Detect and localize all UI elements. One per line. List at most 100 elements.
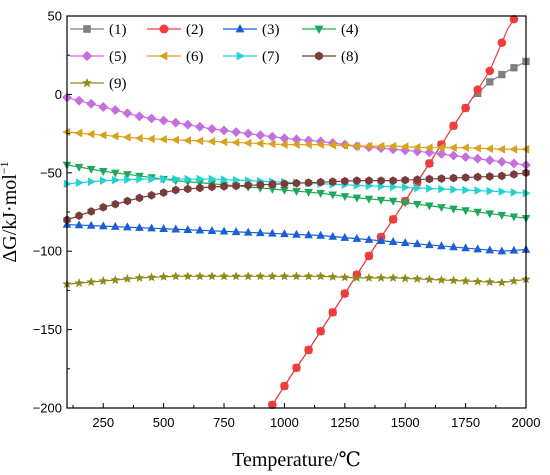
series-7-point xyxy=(75,178,84,188)
series-5-point xyxy=(243,128,254,139)
legend-marker xyxy=(315,51,323,61)
x-tick-label: 750 xyxy=(213,415,235,430)
legend-marker xyxy=(235,24,245,33)
series-6-point xyxy=(376,141,385,151)
series-2-point xyxy=(328,308,338,317)
series-3-point xyxy=(111,221,120,230)
series-7-point xyxy=(232,175,241,185)
series-7-point xyxy=(160,174,169,184)
series-4-point xyxy=(449,205,458,214)
series-2-point xyxy=(449,121,458,131)
series-9-point xyxy=(509,276,519,285)
series-7-point xyxy=(450,185,459,194)
series-8-point xyxy=(365,176,373,185)
series-9-point xyxy=(364,272,374,282)
series-7-point xyxy=(474,186,483,195)
series-4-point xyxy=(412,200,422,209)
y-tick-label: −50 xyxy=(40,165,62,180)
series-5-point xyxy=(231,127,242,137)
series-7-point xyxy=(486,186,495,196)
series-6-point xyxy=(352,141,361,151)
series-2-point xyxy=(425,159,434,168)
series-6-point xyxy=(497,144,506,154)
x-axis-title: Temperature/℃ xyxy=(232,449,361,471)
series-1-point xyxy=(498,70,506,79)
series-4-point xyxy=(364,195,374,204)
legend-label: (8) xyxy=(341,49,359,65)
legend-item: (4) xyxy=(302,22,359,38)
series-5-point xyxy=(122,108,133,119)
series-5-point xyxy=(279,133,290,144)
series-3-point xyxy=(352,233,362,242)
plot-frame xyxy=(66,15,527,409)
legend-label: (6) xyxy=(186,49,204,65)
series-2-point xyxy=(388,215,398,224)
series-3-point xyxy=(364,234,374,243)
series-6-point xyxy=(134,134,143,143)
x-tick-label: 1500 xyxy=(391,415,420,430)
legend-marker xyxy=(314,25,324,34)
series-5-point xyxy=(448,150,459,161)
series-3-point xyxy=(195,225,205,234)
series-2-point xyxy=(485,66,495,76)
series-5-point xyxy=(267,131,278,142)
series-4-line xyxy=(66,164,527,219)
series-8-point xyxy=(184,184,192,194)
series-3-point xyxy=(328,231,338,240)
series-9-point xyxy=(400,273,410,283)
series-7-point xyxy=(136,174,145,184)
series-7-point xyxy=(510,188,519,197)
series-3-point xyxy=(316,230,325,239)
series-4-point xyxy=(74,163,84,172)
series-6-point xyxy=(424,143,433,153)
series-9-point xyxy=(472,276,483,286)
series-5-point xyxy=(255,130,266,141)
series-8-point xyxy=(99,203,107,212)
series-6-point xyxy=(74,128,83,138)
series-7-point xyxy=(148,174,157,184)
series-9-point xyxy=(122,273,133,283)
series-9-point xyxy=(267,271,278,281)
series-6-point xyxy=(207,137,216,146)
series-6-point xyxy=(255,139,264,148)
series-8-point xyxy=(220,182,228,191)
series-6-point xyxy=(460,143,469,153)
series-9-point xyxy=(279,271,290,281)
series-3-point xyxy=(183,225,193,233)
series-7-point xyxy=(426,184,435,193)
series-9-point xyxy=(497,277,507,287)
series-7-point xyxy=(414,183,423,193)
series-3-point xyxy=(243,227,253,236)
series-4-point xyxy=(123,171,132,180)
series-3-point xyxy=(74,220,84,229)
series-layer xyxy=(62,14,531,410)
series-2-point xyxy=(280,381,289,391)
legend-item: (7) xyxy=(223,49,280,65)
x-tick-label: 500 xyxy=(153,415,175,430)
series-6 xyxy=(62,127,530,154)
series-8-point xyxy=(437,174,446,183)
series-8-point xyxy=(498,171,506,181)
series-6-point xyxy=(521,144,530,154)
series-7-point xyxy=(401,183,410,192)
series-2-point xyxy=(268,400,277,410)
y-tick-label: −100 xyxy=(33,244,62,259)
y-tick-label: −150 xyxy=(33,322,62,337)
series-5-point xyxy=(98,102,109,112)
legend-item: (3) xyxy=(223,22,280,38)
series-3-point xyxy=(473,244,482,253)
legend-label: (2) xyxy=(186,22,204,38)
series-4-point xyxy=(400,199,410,208)
series-2-point xyxy=(292,363,301,373)
series-9-point xyxy=(448,275,459,285)
series-8-point xyxy=(171,185,180,195)
series-4 xyxy=(62,161,531,223)
series-6-line xyxy=(66,131,526,150)
series-5-point xyxy=(74,95,85,106)
series-3-point xyxy=(147,223,156,232)
series-6-point xyxy=(243,138,252,148)
series-8-point xyxy=(147,190,156,200)
legend: (1) (2) (3) (4) (5) (6) (7) (8) (9) xyxy=(70,22,359,92)
series-4-point xyxy=(111,169,120,178)
series-6-point xyxy=(485,144,493,154)
